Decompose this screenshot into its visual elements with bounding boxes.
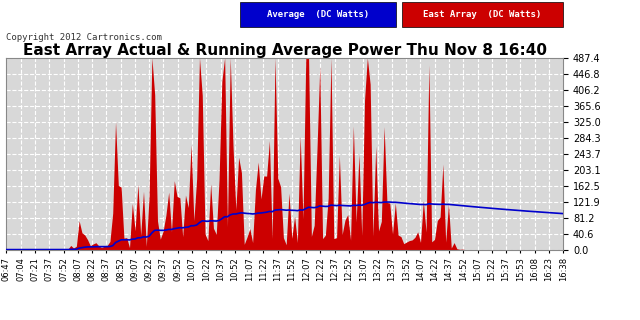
- Text: Average  (DC Watts): Average (DC Watts): [267, 10, 369, 19]
- Title: East Array Actual & Running Average Power Thu Nov 8 16:40: East Array Actual & Running Average Powe…: [23, 43, 547, 58]
- Text: Copyright 2012 Cartronics.com: Copyright 2012 Cartronics.com: [6, 33, 163, 42]
- FancyBboxPatch shape: [402, 2, 563, 27]
- Text: East Array  (DC Watts): East Array (DC Watts): [423, 10, 541, 19]
- FancyBboxPatch shape: [240, 2, 396, 27]
